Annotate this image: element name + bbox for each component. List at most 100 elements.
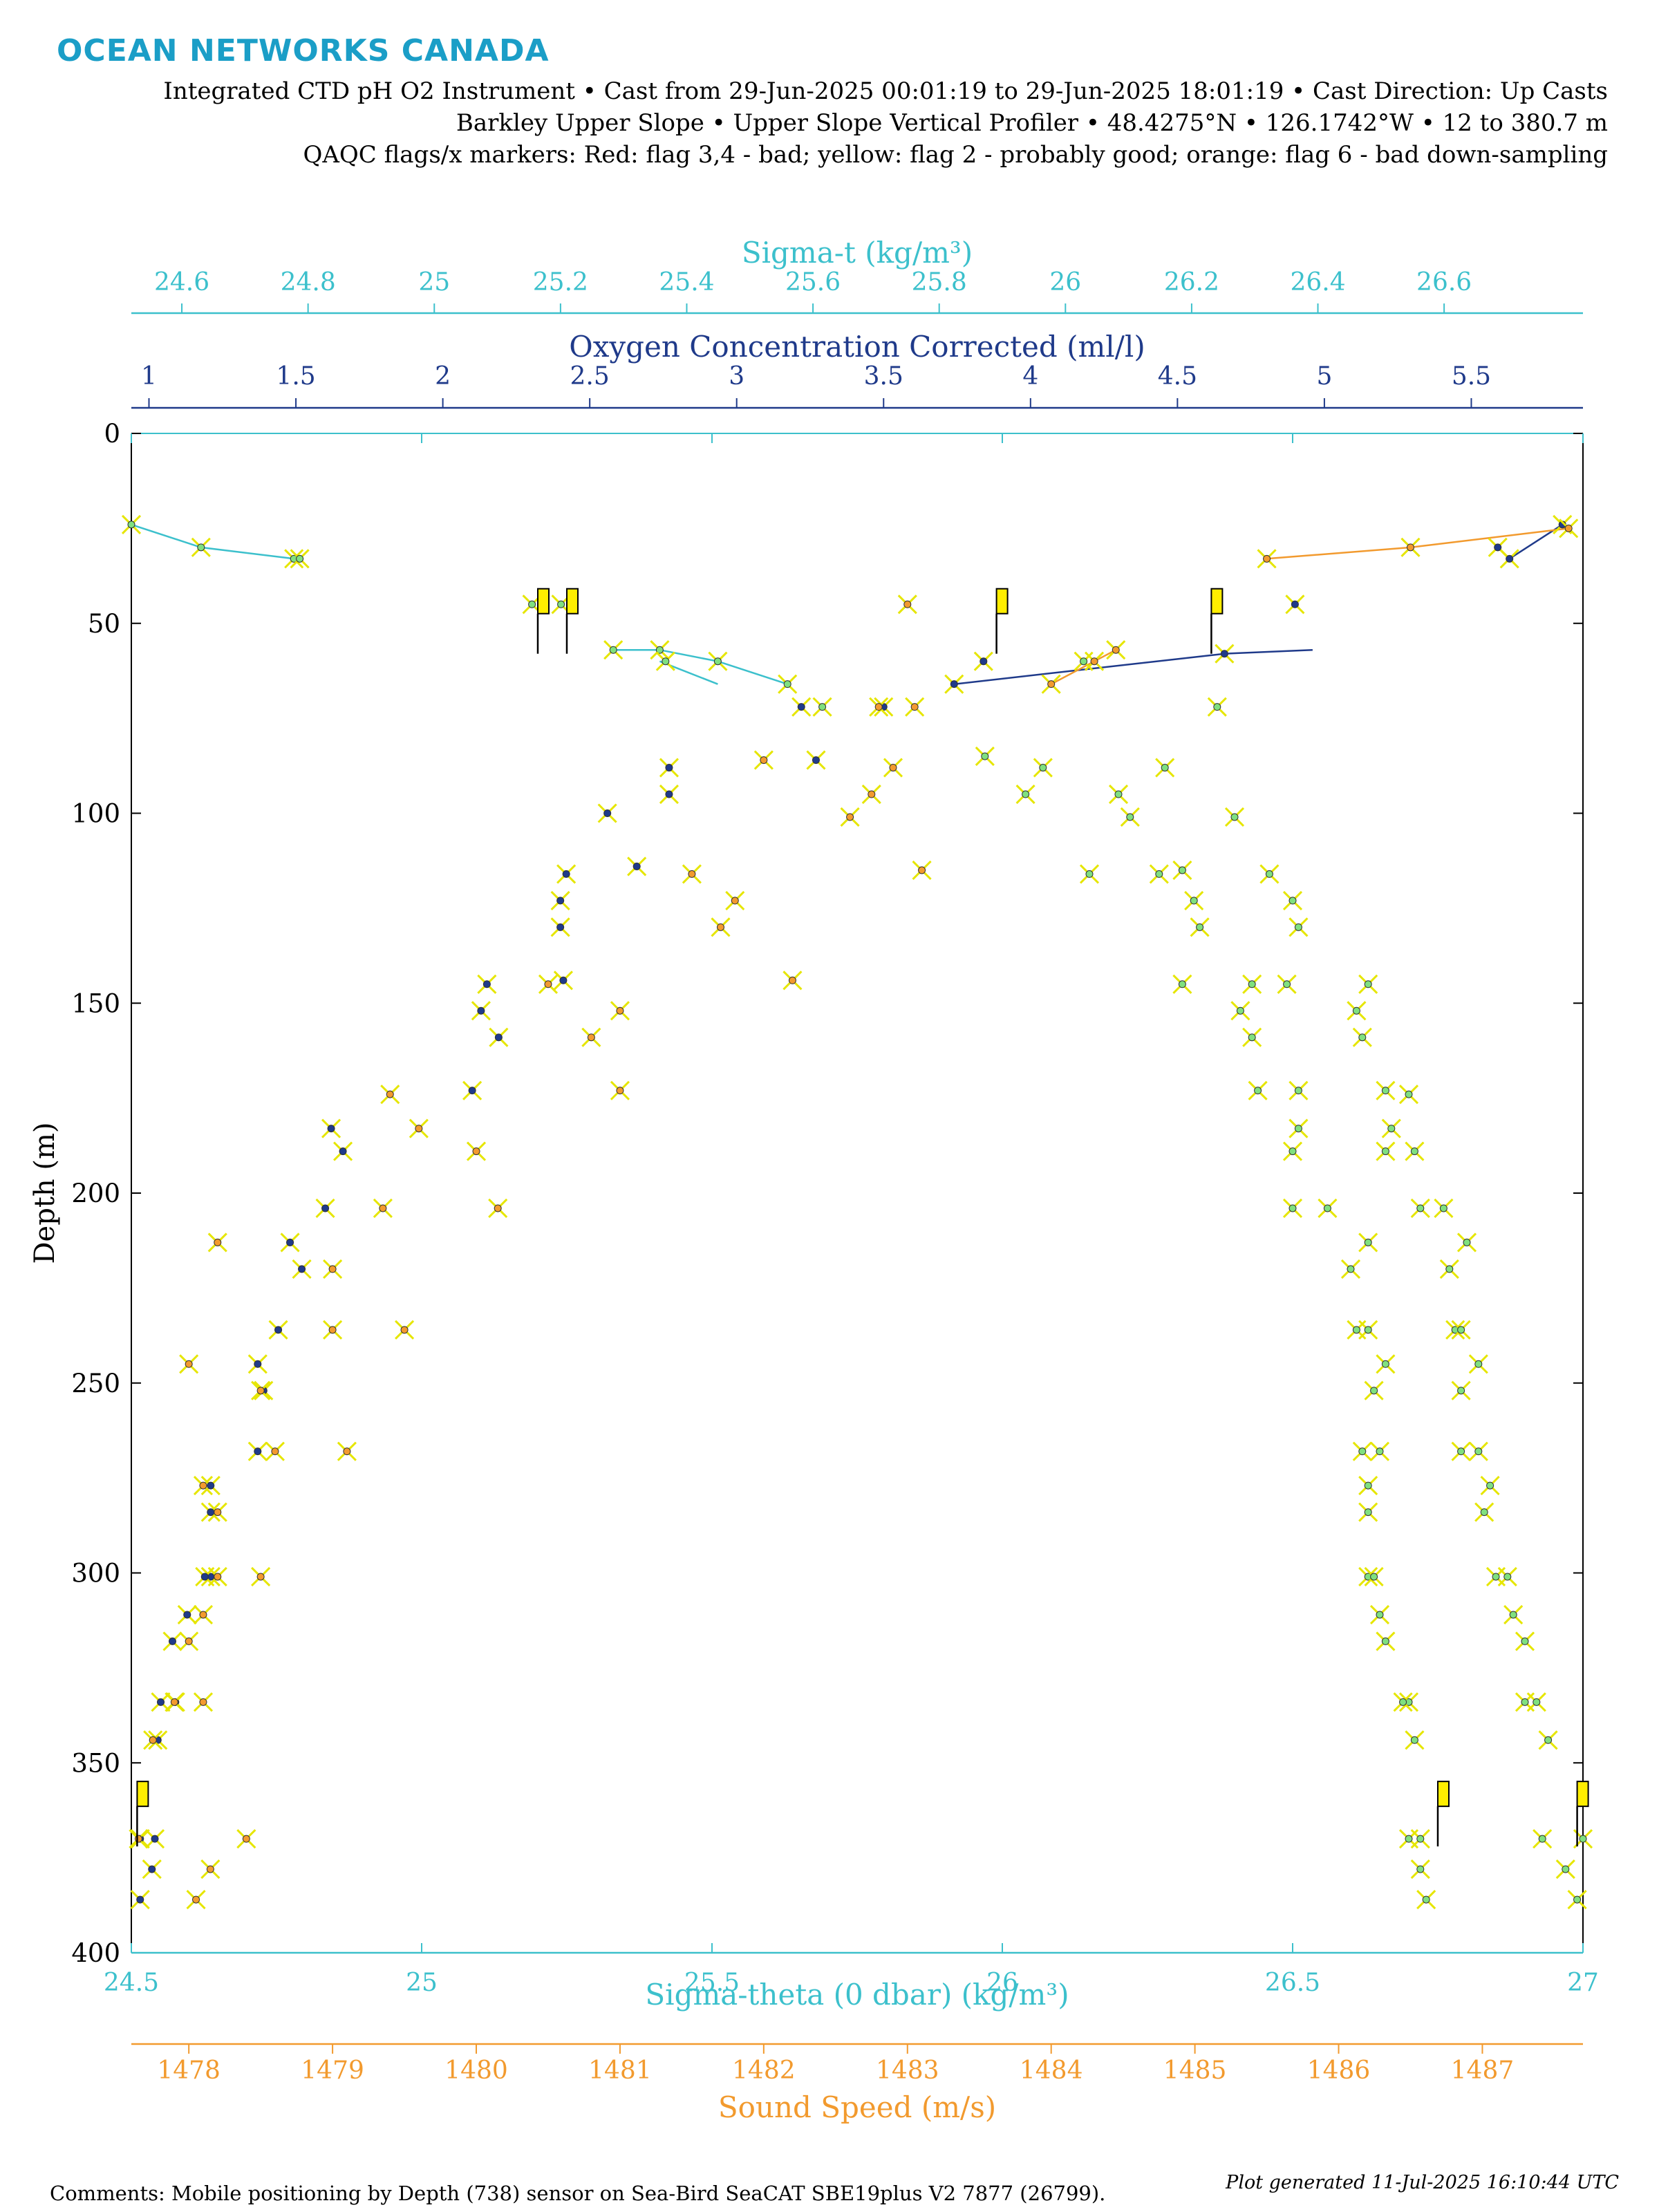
sigma-theta-axis-tick-label: 27 [1567,1969,1599,1997]
sound-speed-axis-tick-label: 1479 [301,2056,364,2085]
sound-speed-axis-tick-label: 1485 [1163,2056,1227,2085]
oxygen-axis-label: Oxygen Concentration Corrected (ml/l) [569,330,1145,364]
sound_speed-data-point [1400,537,1421,557]
sound_speed-data-point [129,1829,149,1849]
sigma_theta-data-point [1015,784,1035,805]
sound_speed-data-point [861,784,881,805]
sound_speed-data-point [912,860,932,880]
sigma_theta-data-point [1393,1692,1413,1712]
sigma_theta-data-point [1248,1080,1268,1100]
sound_speed-data-point [1041,674,1061,694]
sigma_theta-data-point [1376,1354,1396,1374]
sigma-t-axis-tick-label: 25 [418,268,450,297]
sigma_theta-data-point [1398,1085,1419,1105]
sound_speed-data-point [466,1141,487,1161]
sigma_theta-data-point [1207,697,1227,717]
sigma_theta-data-point [1358,1566,1378,1587]
sigma_theta-data-point [1474,1502,1494,1522]
sigma_theta-data-point [1242,1027,1262,1047]
sound_speed-data-point [323,1259,343,1279]
sigma_theta-data-point [1282,890,1303,910]
sound_speed-data-point [193,1692,214,1712]
sigma_theta-data-point [1358,1502,1378,1522]
sigma_theta-data-point [812,697,832,717]
sigma_theta-data-point [1347,1001,1367,1021]
sound_speed-data-point [200,1859,221,1880]
sigma_theta-data-point [1352,1027,1372,1047]
oxygen-data-point [806,750,826,770]
sound_speed-data-point [380,1085,400,1105]
sigma_theta-data-point [1369,1604,1390,1625]
oxygen-data-point [627,856,647,877]
oxygen-data-point [1488,537,1508,557]
footer-comments: Comments: Mobile positioning by Depth (7… [50,2182,1106,2205]
sound_speed-data-point [251,1380,271,1400]
sound_speed-data-point [193,1604,214,1625]
sound_speed-data-point [265,1441,285,1461]
sigma_theta-data-point [1416,1890,1436,1910]
sound_speed-data-point [236,1829,256,1849]
y-axis-label: Depth (m) [29,1122,61,1264]
oxygen-data-point [200,1476,221,1496]
oxygen-data-point [321,1118,341,1138]
data-points-layer [121,514,1593,1910]
sound_speed-data-point [538,974,559,994]
qaqc-flags-layer [136,588,1589,1847]
sigma_theta-data-point [650,640,670,660]
oxygen-data-point [462,1080,482,1100]
sigma_theta-data-point [290,549,310,569]
oxygen-data-point [200,1502,221,1522]
sigma_theta-data-point [191,537,211,557]
qaqc-flag [565,588,579,654]
sound_speed-data-point [179,1354,199,1374]
sigma_theta-data-point [1172,860,1192,880]
sigma_theta-data-point [1288,1080,1309,1100]
sigma-theta-axis-tick-label: 26.5 [1265,1969,1320,1997]
sigma_theta-data-point [1497,1566,1517,1587]
sigma_theta-data-point [1526,1692,1546,1712]
oxygen-data-point [1285,594,1305,615]
qaqc-flag [136,1781,149,1847]
header-line-instrument: Integrated CTD pH O2 Instrument • Cast f… [163,77,1608,105]
sigma-theta-axis-tick-label: 26 [986,1969,1018,1997]
sigma-t-axis-tick-label: 25.4 [659,268,714,297]
sigma_theta-data-point [284,549,304,569]
sigma_theta-data-point [1468,1354,1488,1374]
y-tick-label: 100 [71,799,120,829]
sound-speed-axis-tick-label: 1481 [588,2056,652,2085]
oxygen-data-point [177,1604,197,1625]
sigma_theta-data-point [1288,917,1309,937]
oxygen-data-point [477,974,497,994]
oxygen-data-point [973,651,993,671]
y-tick-label: 250 [71,1369,120,1398]
sound-speed-axis-tick-label: 1480 [444,2056,508,2085]
sigma-t-axis-label: Sigma-t (kg/m³) [742,236,973,270]
sound-speed-axis-tick-label: 1486 [1307,2056,1371,2085]
sigma_theta-data-point [1376,1141,1396,1161]
sigma-t-axis-tick-label: 26.4 [1290,268,1345,297]
sound_speed-data-point [143,1730,163,1750]
sigma-t-axis-tick-label: 24.6 [154,268,209,297]
oxygen-axis-tick-label: 1 [141,362,157,391]
sound_speed-data-point [1559,518,1579,538]
header-line-location: Barkley Upper Slope • Upper Slope Vertic… [456,109,1608,137]
y-tick-label: 350 [71,1748,120,1778]
qaqc-flag [1436,1781,1450,1847]
sigma_theta-data-point [1439,1259,1459,1279]
sigma_theta-data-point [1108,784,1129,805]
sigma_theta-data-point [1533,1829,1553,1849]
sound_speed-data-point [186,1890,206,1910]
sigma_theta-data-point [1364,1566,1384,1587]
sigma_theta-data-point [1364,1380,1384,1400]
sigma_theta-data-point [1398,1692,1419,1712]
y-tick-label: 150 [71,988,120,1018]
sigma_theta-data-point [1369,1441,1390,1461]
sigma_theta-data-point [1445,1320,1465,1340]
sigma_theta-data-point [1451,1441,1471,1461]
sigma_theta-data-point [1318,1198,1338,1219]
sound-speed-axis-tick-label: 1484 [1020,2056,1083,2085]
oxygen-data-point [659,784,679,805]
oxygen-series-line [954,648,1313,685]
sound_speed-data-point [753,750,774,770]
sound_speed-data-point [488,1198,508,1219]
